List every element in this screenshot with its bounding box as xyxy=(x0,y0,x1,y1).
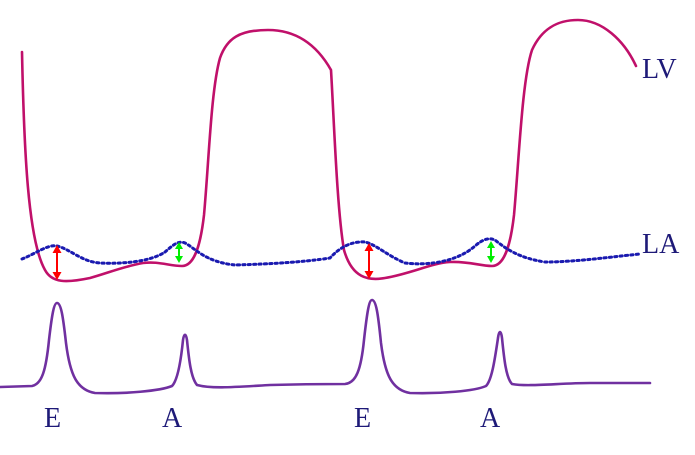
la-label: LA xyxy=(642,229,680,260)
lv-pressure-curve xyxy=(20,18,638,283)
e-gradient-arrow-1 xyxy=(52,245,62,280)
a-wave-label-2: A xyxy=(480,403,501,434)
lv-label: LV xyxy=(642,54,677,85)
e-wave-label-2: E xyxy=(354,403,372,434)
e-wave-label-1: E xyxy=(44,403,62,434)
e-gradient-arrow-2 xyxy=(364,243,374,279)
a-gradient-arrow-1 xyxy=(175,242,183,263)
la-pressure-curve xyxy=(20,237,642,267)
a-wave-label-1: A xyxy=(162,403,183,434)
mitral-doppler-curve xyxy=(0,298,652,395)
a-gradient-arrow-2 xyxy=(487,241,495,263)
